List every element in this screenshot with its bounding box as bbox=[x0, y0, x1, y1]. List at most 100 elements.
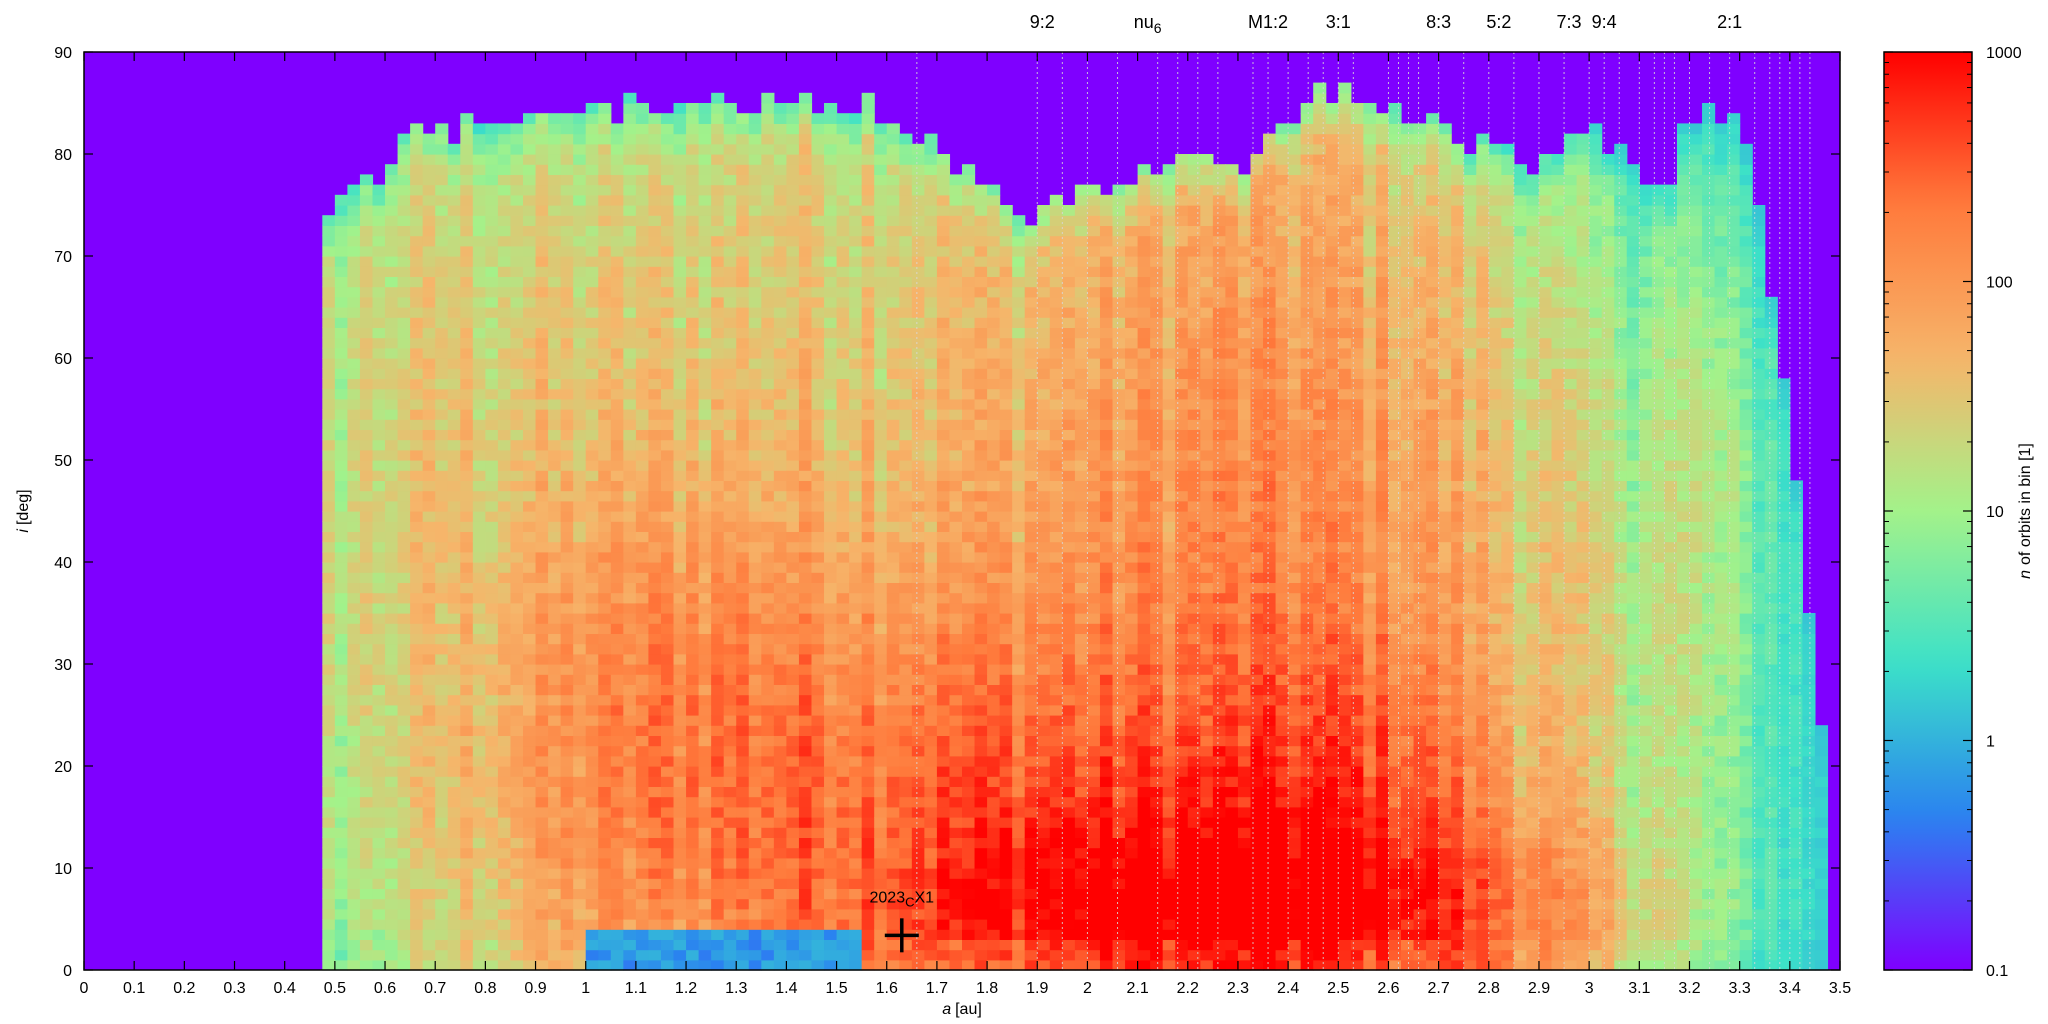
heatmap-cell bbox=[761, 511, 775, 522]
heatmap-cell bbox=[911, 745, 925, 757]
heatmap-cell bbox=[585, 419, 599, 430]
heatmap-cell bbox=[974, 735, 988, 747]
heatmap-cell bbox=[397, 562, 411, 573]
heatmap-cell bbox=[447, 664, 461, 675]
heatmap-cell bbox=[410, 205, 424, 216]
heatmap-cell bbox=[385, 857, 399, 869]
heatmap-cell bbox=[610, 225, 624, 237]
heatmap-cell bbox=[410, 653, 424, 665]
heatmap-cell bbox=[886, 317, 900, 328]
heatmap-cell bbox=[974, 490, 988, 502]
heatmap-cell bbox=[861, 949, 875, 961]
heatmap-cell bbox=[1024, 286, 1038, 298]
heatmap-cell bbox=[748, 898, 762, 910]
heatmap-cell bbox=[610, 837, 624, 849]
heatmap-cell bbox=[472, 633, 486, 645]
heatmap-cell bbox=[435, 633, 449, 645]
heatmap-cell bbox=[1024, 613, 1038, 624]
heatmap-cell bbox=[861, 551, 875, 563]
heatmap-cell bbox=[460, 694, 474, 706]
heatmap-cell bbox=[1049, 745, 1063, 757]
heatmap-cell bbox=[974, 908, 988, 920]
heatmap-cell bbox=[911, 317, 925, 328]
heatmap-cell bbox=[736, 602, 750, 614]
heatmap-cell bbox=[849, 868, 863, 879]
heatmap-cell bbox=[347, 398, 361, 410]
heatmap-cell bbox=[510, 786, 524, 798]
heatmap-cell bbox=[410, 551, 424, 563]
heatmap-cell bbox=[372, 735, 386, 747]
heatmap-cell bbox=[711, 113, 725, 124]
heatmap-cell bbox=[447, 582, 461, 594]
heatmap-cell bbox=[660, 562, 675, 573]
heatmap-cell bbox=[347, 704, 361, 716]
heatmap-cell bbox=[660, 817, 675, 828]
heatmap-cell bbox=[548, 245, 562, 257]
heatmap-cell bbox=[899, 337, 913, 349]
heatmap-cell bbox=[849, 602, 863, 614]
heatmap-cell bbox=[1024, 735, 1038, 747]
heatmap-cell bbox=[748, 439, 762, 451]
heatmap-cell bbox=[1012, 633, 1026, 645]
heatmap-cell bbox=[485, 347, 499, 359]
heatmap-cell bbox=[1062, 806, 1076, 818]
heatmap-cell bbox=[359, 674, 374, 685]
heatmap-cell bbox=[974, 215, 988, 226]
heatmap-cell bbox=[798, 266, 813, 277]
heatmap-cell bbox=[447, 847, 461, 859]
heatmap-cell bbox=[660, 490, 675, 502]
heatmap-cell bbox=[874, 939, 888, 951]
heatmap-cell bbox=[711, 215, 725, 226]
heatmap-cell bbox=[1062, 613, 1076, 624]
heatmap-cell bbox=[460, 745, 474, 757]
heatmap-cell bbox=[811, 868, 825, 879]
heatmap-cell bbox=[422, 531, 436, 543]
heatmap-cell bbox=[385, 674, 399, 685]
heatmap-cell bbox=[798, 358, 813, 369]
heatmap-cell bbox=[523, 286, 537, 298]
heatmap-cell bbox=[886, 643, 900, 655]
heatmap-cell bbox=[334, 664, 348, 675]
heatmap-cell bbox=[824, 143, 838, 155]
heatmap-cell bbox=[711, 562, 725, 573]
heatmap-cell bbox=[798, 470, 813, 481]
heatmap-cell bbox=[824, 613, 838, 624]
heatmap-cell bbox=[410, 521, 424, 532]
heatmap-cell bbox=[322, 643, 336, 655]
heatmap-cell bbox=[936, 817, 951, 828]
heatmap-cell bbox=[911, 847, 925, 859]
heatmap-cell bbox=[999, 286, 1013, 298]
heatmap-cell bbox=[1024, 317, 1038, 328]
heatmap-cell bbox=[736, 857, 750, 869]
heatmap-cell bbox=[385, 694, 399, 706]
heatmap-cell bbox=[861, 541, 875, 553]
heatmap-cell bbox=[485, 919, 499, 930]
heatmap-cell bbox=[460, 725, 474, 736]
heatmap-cell bbox=[811, 837, 825, 849]
heatmap-cell bbox=[711, 368, 725, 379]
heatmap-cell bbox=[523, 500, 537, 512]
heatmap-cell bbox=[824, 908, 838, 920]
heatmap-cell bbox=[497, 490, 512, 502]
heatmap-cell bbox=[723, 327, 737, 339]
heatmap-cell bbox=[686, 704, 700, 716]
heatmap-cell bbox=[535, 827, 549, 838]
heatmap-cell bbox=[635, 653, 650, 665]
heatmap-cell bbox=[761, 347, 775, 359]
heatmap-cell bbox=[610, 521, 624, 532]
heatmap-cell bbox=[635, 613, 650, 624]
heatmap-cell bbox=[1012, 684, 1026, 696]
heatmap-cell bbox=[548, 307, 562, 318]
heatmap-cell bbox=[949, 174, 963, 186]
heatmap-cell bbox=[962, 674, 976, 685]
heatmap-cell bbox=[773, 337, 787, 349]
heatmap-cell bbox=[911, 878, 925, 889]
heatmap-cell bbox=[761, 184, 775, 196]
heatmap-cell bbox=[924, 327, 938, 339]
heatmap-cell bbox=[648, 898, 662, 910]
heatmap-cell bbox=[786, 674, 800, 685]
heatmap-cell bbox=[798, 837, 813, 849]
heatmap-cell bbox=[1037, 572, 1051, 583]
heatmap-cell bbox=[435, 766, 449, 777]
heatmap-cell bbox=[849, 256, 863, 267]
